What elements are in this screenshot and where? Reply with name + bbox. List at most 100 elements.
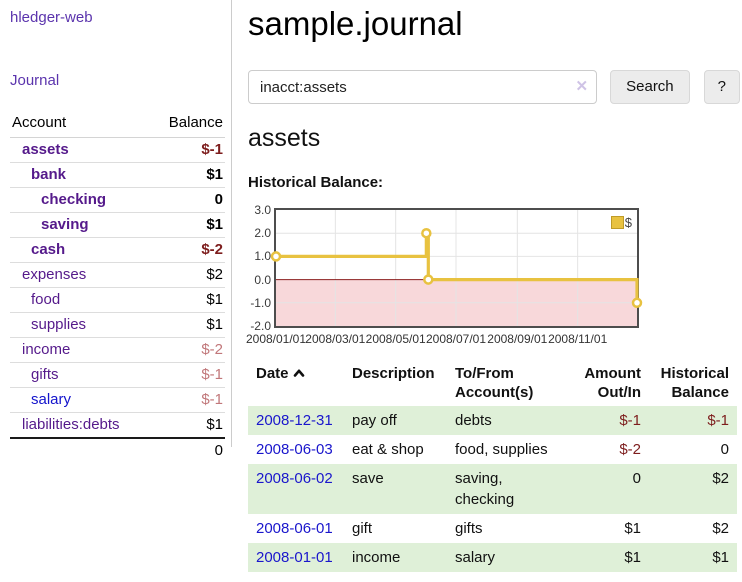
x-axis-tick-label: 2008/03/01: [305, 332, 366, 346]
accounts-header-balance: Balance: [151, 112, 225, 138]
register-header-row: Date Description To/From Account(s) Amou…: [248, 362, 737, 406]
y-axis-tick-label: -2.0: [250, 319, 271, 333]
chart-plot-area[interactable]: $: [270, 208, 643, 328]
account-row: gifts $-1: [10, 362, 225, 388]
account-balance: $-1: [151, 387, 225, 413]
account-row: assets $-1: [10, 138, 225, 163]
account-link-cash[interactable]: cash: [31, 241, 66, 258]
account-row: liabilities:debts $1: [10, 412, 225, 438]
transaction-date-link[interactable]: 2008-06-01: [256, 520, 333, 537]
account-row: saving $1: [10, 212, 225, 238]
transaction-description: income: [352, 549, 401, 566]
account-balance: $1: [151, 212, 225, 238]
x-axis-tick-label: 2008/11/01: [548, 332, 608, 346]
series-label: $: [624, 215, 632, 230]
page-title: sample.journal: [248, 5, 463, 42]
register-row: 2008-06-03 eat & shop food, supplies $-2…: [248, 435, 737, 464]
account-heading: assets: [248, 124, 321, 152]
transaction-balance: $-1: [707, 412, 729, 429]
account-row: expenses $2: [10, 262, 225, 288]
transaction-amount: $1: [624, 520, 641, 537]
x-axis-tick-label: 2008/01/01: [245, 332, 307, 346]
chart-title: Historical Balance:: [248, 174, 384, 191]
transaction-accounts: gifts: [455, 520, 483, 537]
main-content: sample.journal ✕ Search ? assets Histori…: [245, 0, 740, 572]
account-row: bank $1: [10, 162, 225, 188]
account-row: cash $-2: [10, 237, 225, 263]
account-link-gifts[interactable]: gifts: [31, 366, 59, 383]
account-row: salary $-1: [10, 387, 225, 413]
transaction-amount: $1: [624, 549, 641, 566]
search-input[interactable]: [248, 70, 598, 104]
account-row: supplies $1: [10, 312, 225, 338]
transaction-date-link[interactable]: 2008-12-31: [256, 412, 333, 429]
account-row: checking 0: [10, 187, 225, 213]
accounts-total-row: 0: [10, 437, 225, 463]
sidebar: hledger-web Journal Account Balance asse…: [0, 0, 232, 463]
account-link-assets[interactable]: assets: [22, 141, 69, 158]
register-header-amount: Amount Out/In: [584, 365, 641, 401]
transaction-balance: $1: [712, 549, 729, 566]
transaction-date-link[interactable]: 2008-01-01: [256, 549, 333, 566]
account-balance: $-2: [151, 337, 225, 363]
account-link-saving[interactable]: saving: [41, 216, 89, 233]
transaction-amount: $-1: [619, 412, 641, 429]
register-header-date[interactable]: Date: [248, 362, 344, 406]
transaction-balance: $2: [712, 520, 729, 537]
register-table: Date Description To/From Account(s) Amou…: [248, 362, 737, 572]
transaction-accounts: debts: [455, 412, 492, 429]
register-header-balance: Historical Balance: [660, 365, 729, 401]
historical-balance-chart: $ 3.0 2.0 1.0 0.0 -1.0 -2.0 2008/01/01 2008/03…: [245, 201, 728, 347]
y-axis-tick-label: 0.0: [254, 272, 271, 287]
app-title: hledger-web: [10, 9, 225, 27]
account-balance: $-2: [151, 237, 225, 263]
accounts-table: Account Balance assets $-1 bank $1 check…: [10, 112, 225, 463]
account-balance: 0: [151, 187, 225, 213]
transaction-description: pay off: [352, 412, 397, 429]
transaction-accounts: saving, checking: [455, 470, 515, 508]
account-link-food[interactable]: food: [31, 291, 61, 308]
register-row: 2008-06-01 gift gifts $1 $2: [248, 514, 737, 543]
transaction-amount: $-2: [619, 441, 641, 458]
y-axis-tick-label: 2.0: [254, 226, 271, 241]
register-row: 2008-06-02 save saving, checking 0 $2: [248, 464, 737, 514]
account-link-income[interactable]: income: [22, 341, 71, 358]
transaction-description: save: [352, 470, 384, 487]
register-row: 2008-01-01 income salary $1 $1: [248, 543, 737, 572]
transaction-accounts: food, supplies: [455, 441, 548, 458]
account-balance: $-1: [151, 362, 225, 388]
accounts-table-header: Account Balance: [10, 112, 225, 138]
account-link-liabilities-debts[interactable]: liabilities:debts: [22, 416, 120, 433]
account-link-expenses[interactable]: expenses: [22, 266, 87, 283]
x-axis-tick-label: 2008/07/01: [425, 332, 487, 346]
transaction-description: gift: [352, 520, 373, 537]
transaction-date-link[interactable]: 2008-06-03: [256, 441, 333, 458]
accounts-header-account: Account: [10, 112, 152, 138]
account-balance: $1: [151, 287, 225, 313]
search-button[interactable]: Search: [610, 70, 690, 104]
y-axis-tick-label: 3.0: [254, 203, 271, 217]
series-swatch-icon: [610, 216, 624, 229]
clear-search-icon[interactable]: ✕: [575, 78, 589, 95]
register-header-description: Description: [352, 365, 435, 382]
transaction-date-link[interactable]: 2008-06-02: [256, 470, 333, 487]
account-balance: $1: [151, 312, 225, 338]
sidebar-item-journal[interactable]: Journal: [10, 72, 60, 89]
account-balance: $1: [151, 162, 225, 188]
account-link-checking[interactable]: checking: [41, 191, 107, 208]
account-link-salary[interactable]: salary: [31, 391, 72, 408]
transaction-balance: 0: [720, 441, 729, 458]
account-link-bank[interactable]: bank: [31, 166, 67, 183]
chart-legend: $: [610, 215, 632, 230]
transaction-amount: 0: [632, 470, 641, 487]
x-axis-tick-label: 2008/09/01: [487, 332, 548, 346]
account-balance: $2: [151, 262, 225, 288]
y-axis-tick-label: 1.0: [254, 249, 271, 264]
transaction-balance: $2: [712, 470, 729, 487]
account-row: food $1: [10, 287, 225, 313]
register-header-accounts: To/From Account(s): [455, 365, 534, 401]
app-title-link[interactable]: hledger-web: [10, 9, 93, 26]
help-button[interactable]: ?: [703, 70, 740, 104]
accounts-total-value: 0: [151, 437, 225, 463]
account-link-supplies[interactable]: supplies: [31, 316, 87, 333]
